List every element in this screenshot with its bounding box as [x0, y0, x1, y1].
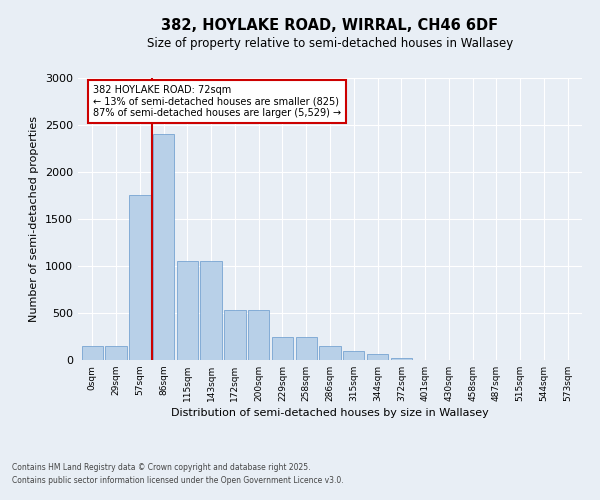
Bar [343, 351, 364, 360]
Bar [319, 346, 341, 360]
Text: 382, HOYLAKE ROAD, WIRRAL, CH46 6DF: 382, HOYLAKE ROAD, WIRRAL, CH46 6DF [161, 18, 499, 32]
X-axis label: Distribution of semi-detached houses by size in Wallasey: Distribution of semi-detached houses by … [171, 408, 489, 418]
Bar [176, 261, 198, 360]
Bar [153, 134, 174, 360]
Text: Contains HM Land Registry data © Crown copyright and database right 2025.: Contains HM Land Registry data © Crown c… [12, 464, 311, 472]
Bar [296, 338, 317, 360]
Bar [367, 354, 388, 360]
Text: Size of property relative to semi-detached houses in Wallasey: Size of property relative to semi-detach… [147, 38, 513, 51]
Bar [391, 358, 412, 360]
Bar [106, 346, 127, 360]
Bar [248, 310, 269, 360]
Bar [272, 338, 293, 360]
Bar [129, 195, 151, 360]
Y-axis label: Number of semi-detached properties: Number of semi-detached properties [29, 116, 40, 322]
Bar [82, 346, 103, 360]
Bar [224, 310, 245, 360]
Bar [200, 261, 222, 360]
Text: Contains public sector information licensed under the Open Government Licence v3: Contains public sector information licen… [12, 476, 344, 485]
Text: 382 HOYLAKE ROAD: 72sqm
← 13% of semi-detached houses are smaller (825)
87% of s: 382 HOYLAKE ROAD: 72sqm ← 13% of semi-de… [93, 85, 341, 118]
